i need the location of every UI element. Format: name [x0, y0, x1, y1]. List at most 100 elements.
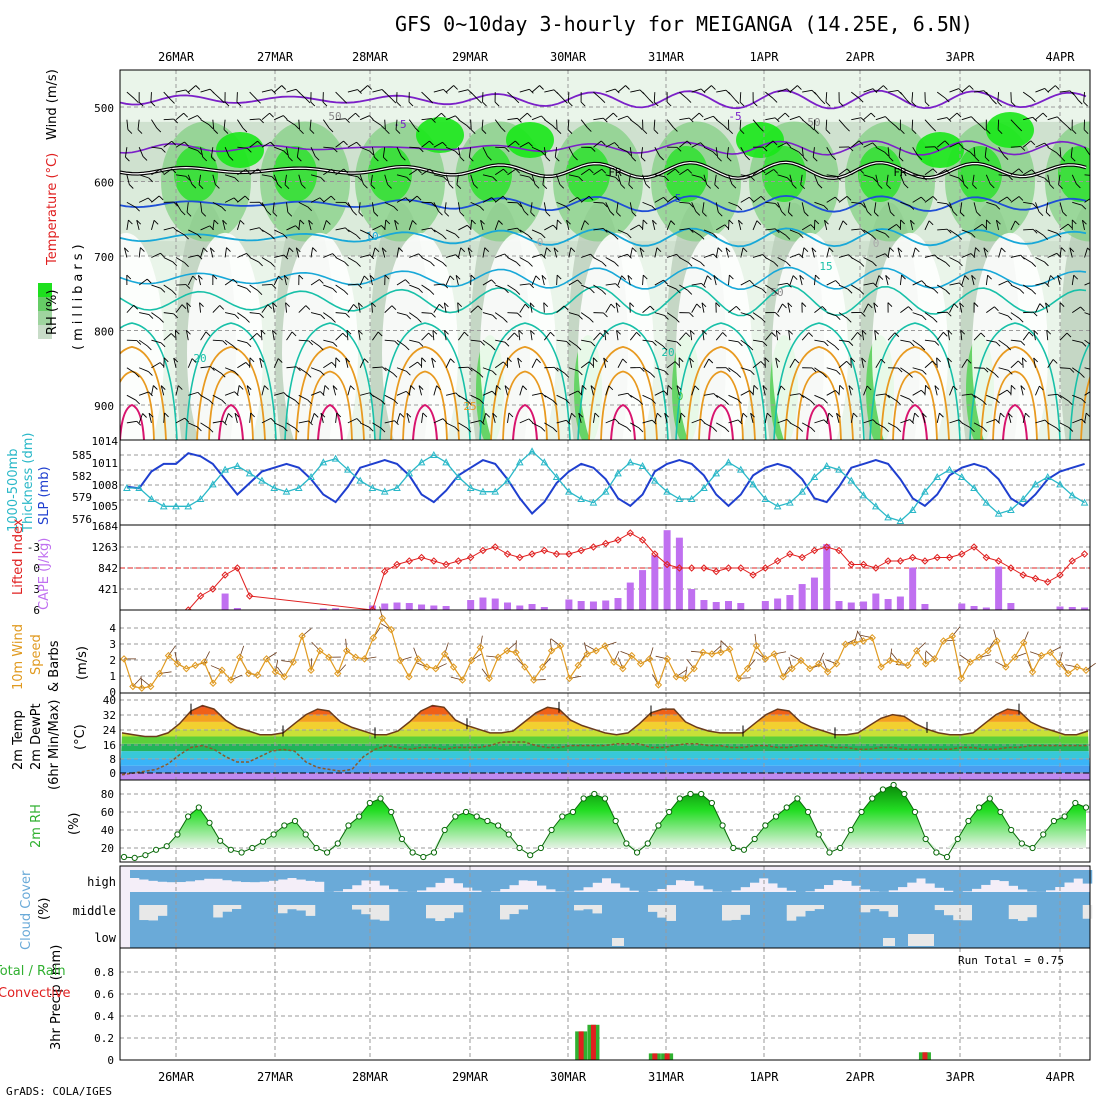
barb-flag [825, 129, 831, 134]
rh-bright-blob [216, 132, 264, 168]
barb [445, 229, 456, 235]
rh-marker [142, 852, 149, 859]
thickness-marker [1007, 505, 1015, 513]
barb [482, 279, 492, 286]
barb [175, 89, 186, 93]
barb [752, 254, 763, 258]
barb-flag [381, 247, 387, 253]
barb-flag [305, 305, 311, 310]
wind-marker [351, 653, 360, 661]
barb-flag [418, 253, 423, 259]
barb [900, 394, 910, 400]
barb [1022, 413, 1026, 423]
barb [691, 303, 698, 313]
barb [887, 394, 897, 402]
barb [1084, 312, 1090, 316]
barb [396, 147, 402, 157]
barb-flag [245, 318, 250, 323]
barb-flag [696, 303, 702, 309]
barb-flag [443, 89, 448, 94]
contour-30-arch [1093, 371, 1100, 440]
barb-flag [356, 234, 361, 240]
contour-label: 20 [193, 352, 206, 365]
barb [1035, 385, 1040, 396]
rh-bright-blob [986, 112, 1034, 148]
barb [457, 247, 462, 258]
barb [949, 112, 958, 121]
barb-flag [700, 177, 706, 182]
precip-panel: 0.80.60.40.20 [94, 947, 1091, 1067]
barb-flag [215, 184, 220, 189]
cloud-mid-gap [1018, 905, 1028, 921]
barb-flag [885, 393, 891, 399]
barb-flag [1081, 398, 1086, 404]
thickness-marker [786, 498, 794, 506]
contour-20-arch [675, 322, 767, 440]
barb-flag [712, 427, 718, 432]
barb [1047, 174, 1051, 185]
barb-flag [1039, 303, 1045, 308]
barb-flag [714, 184, 720, 190]
barb [912, 146, 919, 156]
barb-flag [1067, 126, 1072, 131]
thickness-marker [528, 447, 536, 455]
barb-flag [909, 398, 914, 404]
barb [838, 284, 849, 290]
barb [323, 146, 334, 149]
thickness-marker [601, 487, 610, 495]
barb [814, 394, 824, 400]
barb-flag [202, 156, 208, 162]
barb-flag [272, 330, 277, 335]
barb [875, 116, 886, 121]
barb-flag [291, 331, 297, 337]
barb [1035, 282, 1046, 286]
barb [972, 174, 975, 185]
barb-flag [299, 219, 305, 225]
date-label-bottom: 4APR [1046, 1070, 1076, 1084]
barb [1084, 198, 1090, 203]
barb-flag [441, 112, 446, 118]
contour-35-arch [412, 403, 438, 440]
chart-title: GFS 0~10day 3-hourly for MEIGANGA (14.25… [395, 12, 973, 36]
barb-flag [628, 184, 634, 190]
precip-frame [119, 947, 1091, 1061]
barb-flag [1073, 274, 1079, 280]
barb [421, 118, 432, 121]
barb-flag [1069, 368, 1075, 373]
barb-flag [774, 228, 780, 234]
thickness-marker [368, 483, 377, 491]
barb-flag [848, 385, 854, 390]
wind-marker [262, 655, 271, 663]
barb-flag [448, 183, 454, 189]
barb-flag [761, 288, 767, 294]
barb-flag [180, 210, 186, 216]
barb [630, 119, 639, 127]
wind-marker [467, 656, 476, 665]
barb [814, 306, 823, 313]
lifted-marker [712, 567, 720, 576]
barb [556, 275, 558, 286]
slp-tick: 1011 [92, 457, 119, 470]
barb-flag [947, 329, 953, 335]
date-label-top: 4APR [1046, 50, 1076, 64]
barb-flag [717, 211, 723, 217]
temp-band [120, 765, 1090, 773]
barb [752, 312, 762, 319]
barb-flag [343, 140, 348, 146]
barb [580, 361, 590, 369]
barb-flag [946, 117, 952, 122]
barb [543, 302, 545, 313]
barb [973, 332, 982, 341]
barb [777, 303, 783, 313]
thickness-marker [479, 487, 487, 495]
barb [961, 85, 970, 93]
wind-barb [486, 655, 499, 658]
cloud-mid-gap [157, 905, 168, 916]
barb-flag [394, 420, 399, 426]
barb [936, 140, 946, 148]
barb [703, 422, 714, 428]
cape-bar [626, 582, 634, 610]
barb-flag [860, 117, 866, 123]
wind-marker [565, 674, 574, 683]
barb-flag [838, 101, 844, 107]
